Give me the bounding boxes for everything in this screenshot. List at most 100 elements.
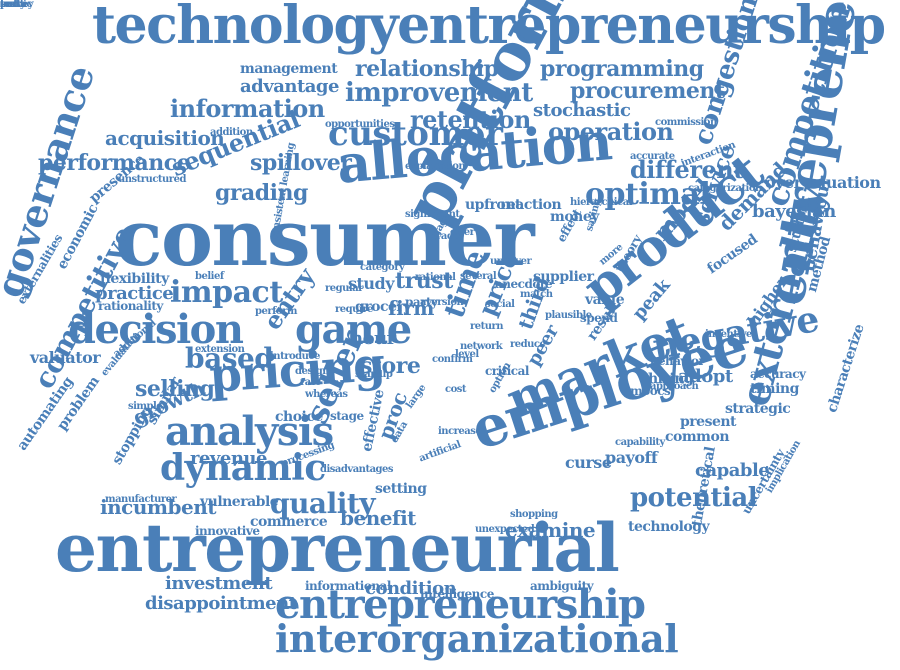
word-trust: trust	[395, 268, 453, 294]
word-cost: cost	[445, 384, 467, 395]
word-ambiguity: ambiguity	[530, 579, 594, 593]
word-require: require	[335, 304, 373, 315]
word-grocery: grocery	[355, 299, 411, 315]
word-design: design	[295, 366, 330, 377]
word-focused: focused	[704, 231, 761, 278]
word-extension: extension	[195, 344, 245, 355]
word-unstructured: unstructured	[118, 174, 186, 185]
word-timing: timing	[750, 381, 799, 397]
word-money: money	[550, 209, 599, 225]
word-unexpected: unexpected	[475, 524, 535, 535]
word-hour: hour	[350, 328, 396, 349]
word-flexibility: flexibility	[100, 271, 169, 287]
word-spillover: spillover	[250, 150, 352, 176]
word-customer: customer	[328, 114, 503, 154]
word-operation: operation	[548, 117, 674, 146]
word-adopt: adopt	[678, 366, 733, 387]
word-improvement: improvement	[345, 78, 533, 108]
word-simple: simple	[128, 401, 163, 412]
word-hiring: hiring	[648, 371, 694, 387]
word-supplier: supplier	[533, 269, 594, 285]
word-upfront: upfront	[465, 197, 521, 213]
word-stage: stage	[330, 409, 364, 423]
word-overvaluation: overvaluation	[765, 173, 881, 192]
word-manufacturer: manufacturer	[105, 494, 177, 505]
word-interorganizational: interorganizational	[275, 616, 679, 661]
word-entrepreneurship: entrepreneurship	[275, 581, 646, 628]
word-examine: examine	[505, 518, 596, 542]
word-significant: significant	[405, 209, 460, 220]
word-plausible: plausible	[545, 310, 592, 321]
word-aversion: aversion	[420, 297, 464, 308]
word-firm: firm	[388, 296, 434, 320]
word-accuracy: accuracy	[750, 367, 806, 381]
word-condition: condition	[365, 578, 457, 599]
word-rational: rational	[415, 272, 456, 283]
word-introduce: introduce	[270, 351, 320, 362]
word-commission: commission	[655, 117, 717, 128]
word-test: test	[0, 0, 20, 10]
word-technologyentrepreneurship: technologyentrepreneurship	[92, 0, 886, 56]
word-acquisition: acquisition	[105, 126, 225, 150]
word-regular: regular	[325, 283, 363, 294]
word-network: network	[460, 341, 503, 352]
word-addition: addition	[210, 127, 253, 138]
word-procurement: procurement	[570, 78, 725, 104]
word-management: management	[240, 61, 338, 77]
word-capability: capability	[615, 437, 665, 448]
word-revenue: revenue	[190, 448, 267, 469]
word-disadvantages: disadvantages	[320, 464, 394, 475]
word-optimal: optimal	[585, 177, 711, 212]
word-analysis: analysis	[165, 408, 334, 455]
word-opportunities: opportunities	[325, 119, 395, 130]
word-party: party	[405, 295, 438, 309]
word-study: study	[348, 274, 395, 293]
word-practice: practice	[95, 283, 174, 304]
word-quality: quality	[270, 487, 376, 520]
word-rate: rate	[300, 377, 321, 388]
word-stochastic: stochastic	[533, 100, 631, 121]
word-incumbent: incumbent	[100, 495, 217, 519]
word-different: different	[630, 155, 744, 184]
word-social: social	[485, 299, 515, 310]
word-trade: trade	[432, 231, 460, 242]
word-informational: informational	[305, 579, 391, 593]
word-governance: governance	[0, 60, 104, 303]
word-rationality: rationality	[98, 299, 163, 313]
word-characterize: characterize	[824, 322, 868, 415]
word-several: several	[460, 271, 497, 282]
word-based: based	[185, 342, 274, 375]
word-impact: impact	[170, 275, 283, 310]
word-confirm: confirm	[432, 354, 473, 365]
word-accurate: accurate	[630, 151, 675, 162]
word-payoff: payoff	[605, 448, 658, 467]
word-dynamic: dynamic	[160, 447, 326, 489]
word-game: game	[295, 306, 412, 353]
word-present: present	[680, 414, 737, 430]
word-learn: learn	[0, 0, 27, 10]
word-innovative: innovative	[195, 524, 260, 538]
word-consumer: consumer	[115, 193, 535, 284]
word-value: value	[585, 292, 625, 308]
word-approach: approach	[650, 381, 699, 392]
word-anecdote: anecdote	[495, 277, 553, 291]
word-whereas: whereas	[305, 389, 348, 400]
word-moocs: moocs	[630, 384, 671, 398]
word-public: public	[0, 0, 32, 10]
word-intelligence: intelligence	[420, 587, 494, 601]
word-curse: curse	[565, 453, 612, 472]
word-programming: programming	[540, 56, 704, 82]
word-perform: perform	[255, 306, 297, 317]
word-category: category	[360, 262, 405, 273]
word-spend: spend	[580, 311, 618, 325]
word-shopping: shopping	[510, 509, 558, 520]
word-early: early	[0, 0, 26, 10]
word-level: level	[455, 349, 479, 360]
word-categorization: categorization	[688, 183, 762, 194]
word-increase: increase	[438, 426, 482, 437]
word-reaction: reaction	[500, 197, 562, 213]
word-entrepreneurial: entrepreneurial	[55, 509, 620, 587]
word-startup: startup	[355, 369, 393, 380]
word-grading: grading	[215, 180, 308, 206]
